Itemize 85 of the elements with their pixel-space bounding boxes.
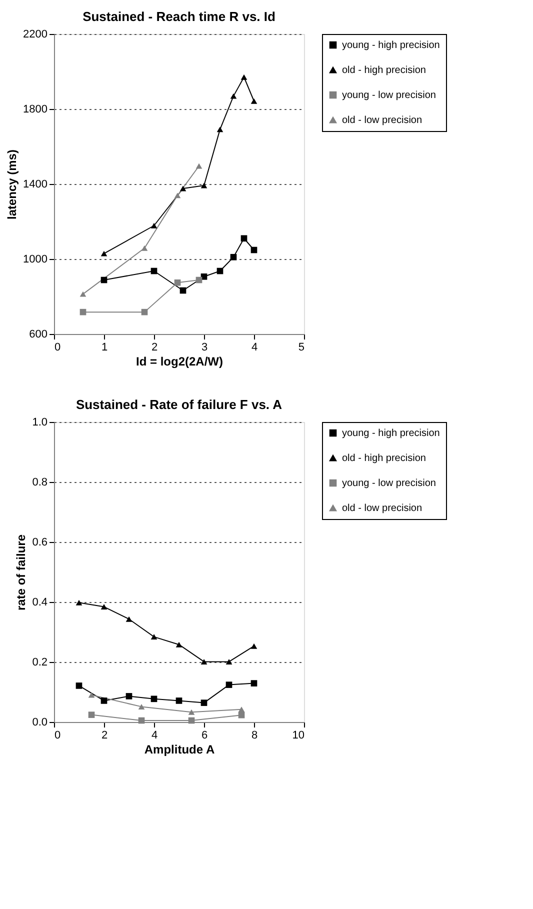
point	[238, 706, 245, 712]
point	[250, 246, 258, 254]
x-axis-title: Amplitude A	[144, 742, 215, 756]
point	[150, 222, 158, 228]
y-tick-label: 0.8	[32, 476, 48, 488]
y-tick-label: 2200	[23, 28, 48, 40]
point	[100, 276, 108, 284]
y-axis-title: latency (ms)	[5, 149, 20, 220]
point	[141, 308, 148, 316]
legend-label: young - high precision	[342, 428, 440, 439]
point	[174, 279, 181, 286]
point	[200, 182, 208, 188]
point	[196, 163, 202, 169]
point	[100, 698, 108, 704]
y-tick-label: 1400	[23, 178, 48, 190]
point	[80, 291, 86, 297]
point	[174, 192, 181, 198]
point	[230, 93, 237, 99]
point	[88, 692, 95, 698]
point	[216, 268, 224, 274]
point	[180, 186, 186, 192]
y-tick-label: 1800	[23, 104, 48, 116]
y-tick-label: 0.4	[32, 596, 48, 608]
point	[188, 709, 195, 715]
point	[200, 658, 208, 664]
point	[126, 616, 132, 622]
y-tick-label: 0.6	[32, 536, 48, 548]
x-tick-label: 10	[292, 730, 304, 742]
y-axis-title: rate of failure	[14, 534, 28, 611]
legend-label: old - high precision	[342, 65, 426, 76]
x-tick-label: 4	[151, 730, 158, 742]
point	[176, 642, 182, 648]
point	[238, 712, 245, 718]
y-tick-label: 600	[29, 328, 48, 340]
point	[180, 287, 186, 294]
point	[240, 74, 248, 80]
x-tick-label: 3	[201, 342, 208, 354]
point	[100, 604, 108, 610]
point	[200, 273, 208, 280]
point	[250, 680, 258, 686]
y-tick-label: 0.2	[32, 656, 48, 668]
point	[150, 634, 158, 640]
legend-label: old - high precision	[342, 453, 426, 464]
y-tick-label: 1000	[23, 254, 48, 266]
x-tick-label: 4	[251, 342, 258, 354]
point	[240, 235, 248, 242]
x-tick-label: 5	[298, 342, 304, 354]
point	[230, 254, 237, 260]
point	[141, 245, 148, 251]
chart-title: Sustained - Rate of failure F vs. A	[76, 397, 283, 412]
legend-label: young - low precision	[342, 90, 436, 101]
x-tick-label: 0	[54, 730, 61, 742]
x-tick-label: 6	[201, 730, 208, 742]
point	[76, 682, 82, 689]
legend-label: young - low precision	[342, 478, 436, 489]
point	[226, 682, 232, 688]
point	[150, 268, 158, 274]
point	[250, 643, 258, 649]
x-tick-label: 1	[101, 342, 108, 354]
point	[76, 600, 82, 606]
x-tick-label: 2	[101, 730, 108, 742]
point	[200, 700, 208, 706]
point	[226, 658, 232, 664]
point	[138, 717, 145, 724]
x-tick-label: 2	[151, 342, 158, 354]
point	[176, 698, 182, 704]
y-tick-label: 0.0	[32, 716, 48, 728]
legend-label: old - low precision	[342, 503, 422, 514]
legend-label: young - high precision	[342, 40, 440, 51]
point	[126, 693, 132, 700]
point	[196, 276, 202, 284]
x-axis-title: Id = log2(2A/W)	[136, 354, 224, 368]
point	[88, 712, 95, 718]
point	[138, 704, 145, 710]
point	[250, 98, 258, 104]
x-tick-label: 0	[54, 342, 61, 354]
point	[188, 717, 195, 724]
point	[80, 308, 86, 316]
legend-label: old - low precision	[342, 115, 422, 126]
point	[216, 126, 224, 132]
y-tick-label: 1.0	[32, 416, 48, 428]
point	[100, 250, 108, 256]
x-tick-label: 8	[251, 730, 258, 742]
point	[150, 696, 158, 702]
chart-title: Sustained - Reach time R vs. Id	[82, 9, 276, 24]
